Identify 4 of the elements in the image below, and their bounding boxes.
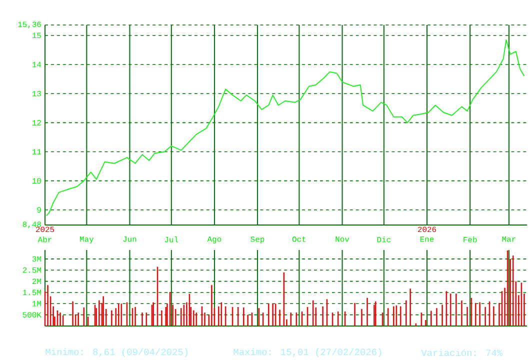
line-series [46, 39, 525, 216]
text: Maximo: 15,01 (27/02/2026) [234, 348, 382, 358]
text: Variación: 74% [421, 349, 503, 356]
text: Minimo: 8,61 (09/04/2025) [46, 348, 188, 358]
